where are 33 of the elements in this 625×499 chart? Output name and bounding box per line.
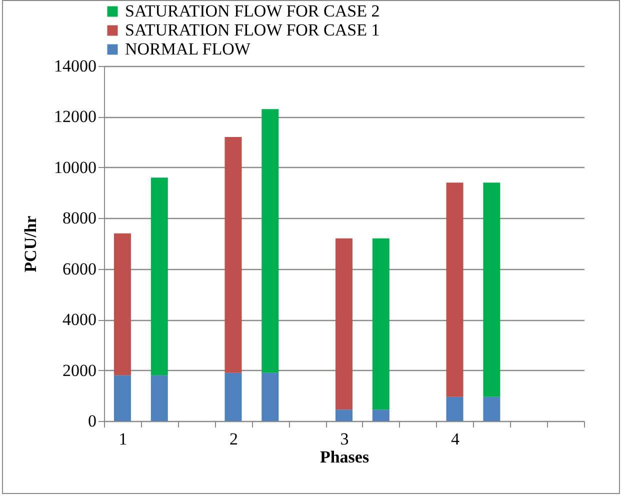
bar	[150, 375, 168, 421]
bar	[114, 375, 131, 421]
legend-label: SATURATION FLOW FOR CASE 2	[125, 2, 380, 20]
y-tick-label: 12000	[54, 107, 96, 126]
bar	[372, 238, 390, 410]
bar	[224, 137, 242, 373]
bar	[336, 238, 352, 410]
y-tick-label: 6000	[62, 259, 96, 278]
y-tick-label: 10000	[54, 158, 96, 177]
bar	[114, 233, 131, 376]
y-tick-label: 14000	[54, 56, 96, 76]
x-tick-label: 1	[118, 430, 128, 448]
y-tick-label: 8000	[62, 208, 96, 228]
bar	[262, 372, 279, 421]
x-tick-label: 2	[229, 430, 238, 448]
bar	[446, 182, 464, 397]
bar	[483, 182, 500, 397]
legend-label: SATURATION FLOW FOR CASE 1	[125, 20, 380, 40]
legend-label: NORMAL FLOW	[125, 40, 252, 58]
y-axis-title: PCU/hr	[21, 215, 40, 272]
bar	[336, 410, 352, 421]
bar	[224, 372, 242, 421]
x-tick-label: 4	[451, 430, 460, 448]
x-axis-title: Phases	[320, 448, 370, 466]
bar	[150, 178, 168, 376]
x-tick-label: 3	[340, 430, 349, 448]
bar	[372, 410, 390, 421]
bar	[446, 396, 464, 421]
y-tick-label: 4000	[62, 310, 96, 330]
y-tick-label: 2000	[62, 360, 96, 380]
bar	[262, 109, 279, 373]
y-tick-label: 0	[88, 412, 96, 430]
bar	[483, 396, 500, 421]
